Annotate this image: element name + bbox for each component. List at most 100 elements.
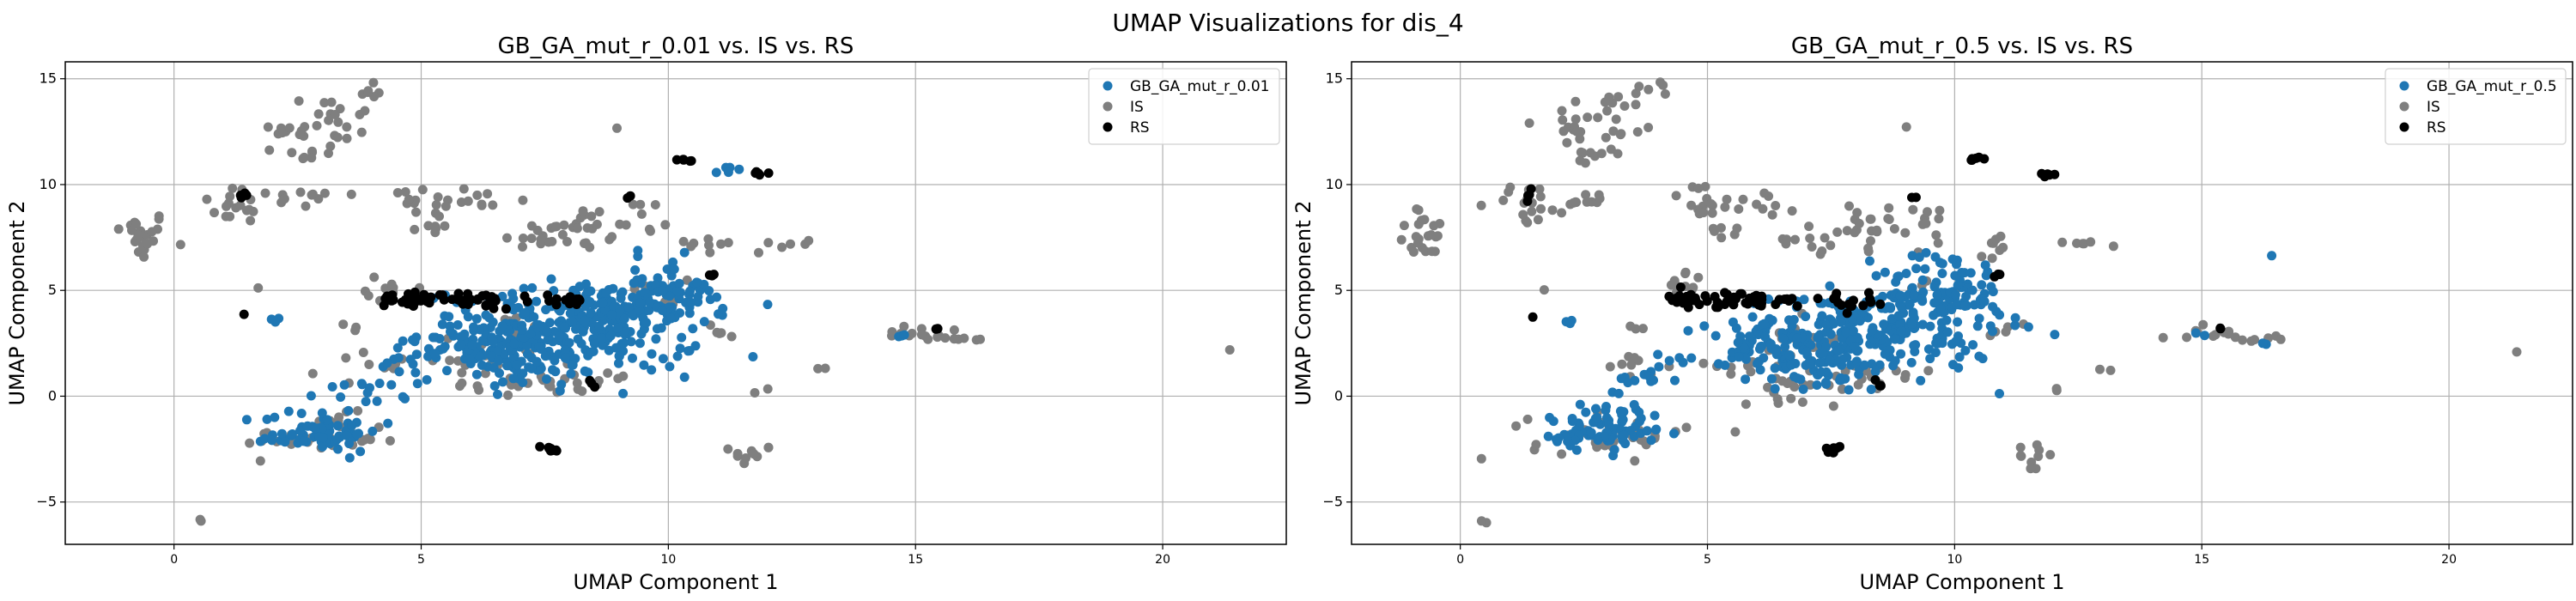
data-point	[149, 236, 158, 246]
data-point	[611, 343, 621, 353]
data-point	[527, 282, 538, 293]
data-point	[1602, 106, 1613, 116]
data-point	[1842, 226, 1852, 236]
data-point	[614, 358, 623, 368]
data-point	[1608, 126, 1619, 137]
data-point	[295, 130, 305, 140]
data-point	[1957, 268, 1966, 277]
data-point	[1586, 428, 1596, 438]
data-point	[1675, 282, 1686, 292]
data-point	[1977, 252, 1987, 262]
data-point	[1619, 101, 1630, 111]
data-point	[1582, 197, 1592, 207]
data-point	[317, 423, 327, 434]
series-RS	[235, 155, 943, 456]
data-point	[472, 294, 483, 305]
data-point	[398, 336, 408, 346]
data-point	[690, 341, 701, 351]
data-point	[1896, 326, 1906, 337]
data-point	[1613, 92, 1624, 102]
data-point	[658, 354, 668, 364]
data-point	[572, 223, 582, 234]
data-point	[1531, 440, 1541, 450]
data-point	[1917, 294, 1927, 304]
data-point	[484, 313, 495, 323]
data-point	[336, 392, 346, 402]
data-point	[572, 378, 582, 388]
data-point	[440, 201, 451, 211]
data-point	[1865, 214, 1875, 224]
data-point	[686, 241, 696, 252]
data-point	[467, 340, 477, 350]
data-point	[662, 264, 672, 274]
data-point	[723, 167, 733, 178]
data-point	[2043, 169, 2053, 179]
data-point	[519, 283, 529, 294]
data-point	[597, 333, 606, 343]
data-point	[344, 452, 355, 463]
data-point	[1615, 406, 1625, 416]
data-point	[1937, 338, 1947, 349]
data-point	[424, 298, 434, 308]
data-point	[253, 282, 264, 293]
data-point	[428, 332, 438, 343]
data-point	[1906, 357, 1917, 367]
data-point	[501, 361, 512, 371]
data-point	[820, 363, 830, 373]
series-GB_GA_mut_r_0.01	[241, 162, 909, 463]
data-point	[1867, 325, 1877, 336]
data-point	[444, 312, 454, 322]
data-point	[580, 315, 590, 325]
data-point	[386, 279, 397, 289]
data-point	[1867, 359, 1877, 369]
data-point	[1979, 154, 1990, 164]
data-point	[1941, 315, 1952, 325]
data-point	[364, 360, 374, 369]
data-point	[1605, 361, 1615, 372]
data-point	[417, 185, 428, 195]
data-point	[1419, 215, 1430, 225]
x-tick-label: 10	[1947, 553, 1962, 567]
data-point	[547, 236, 557, 246]
data-point	[298, 436, 308, 446]
data-point	[398, 392, 408, 402]
data-point	[1921, 247, 1931, 258]
data-point	[2051, 385, 2062, 396]
data-point	[574, 295, 585, 306]
data-point	[1567, 414, 1577, 423]
data-point	[1925, 354, 1935, 364]
data-point	[1758, 203, 1768, 214]
data-point	[540, 351, 550, 361]
data-point	[762, 384, 773, 394]
data-point	[302, 421, 313, 431]
data-point	[674, 278, 684, 288]
data-point	[1866, 236, 1875, 246]
data-point	[628, 353, 637, 363]
data-point	[686, 297, 696, 307]
data-point	[1863, 243, 1874, 253]
data-point	[1771, 347, 1781, 357]
y-tick-label: 5	[48, 282, 57, 298]
data-point	[678, 236, 689, 246]
data-point	[2045, 450, 2056, 460]
data-point	[318, 433, 328, 443]
data-point	[279, 194, 289, 204]
data-point	[369, 272, 380, 282]
data-point	[1828, 401, 1838, 411]
data-point	[1909, 341, 1919, 350]
data-point	[550, 367, 561, 377]
data-point	[1617, 416, 1627, 425]
data-point	[526, 221, 537, 231]
data-point	[1728, 292, 1739, 302]
x-tick-label: 15	[2194, 553, 2209, 567]
data-point	[1930, 252, 1941, 262]
data-point	[1909, 289, 1919, 300]
data-point	[1935, 303, 1946, 313]
data-point	[1825, 281, 1835, 291]
data-point	[723, 238, 733, 248]
x-tick-label: 20	[1155, 553, 1170, 567]
data-point	[1817, 311, 1827, 321]
data-point	[899, 330, 909, 340]
data-point	[672, 287, 683, 297]
data-point	[560, 353, 570, 363]
